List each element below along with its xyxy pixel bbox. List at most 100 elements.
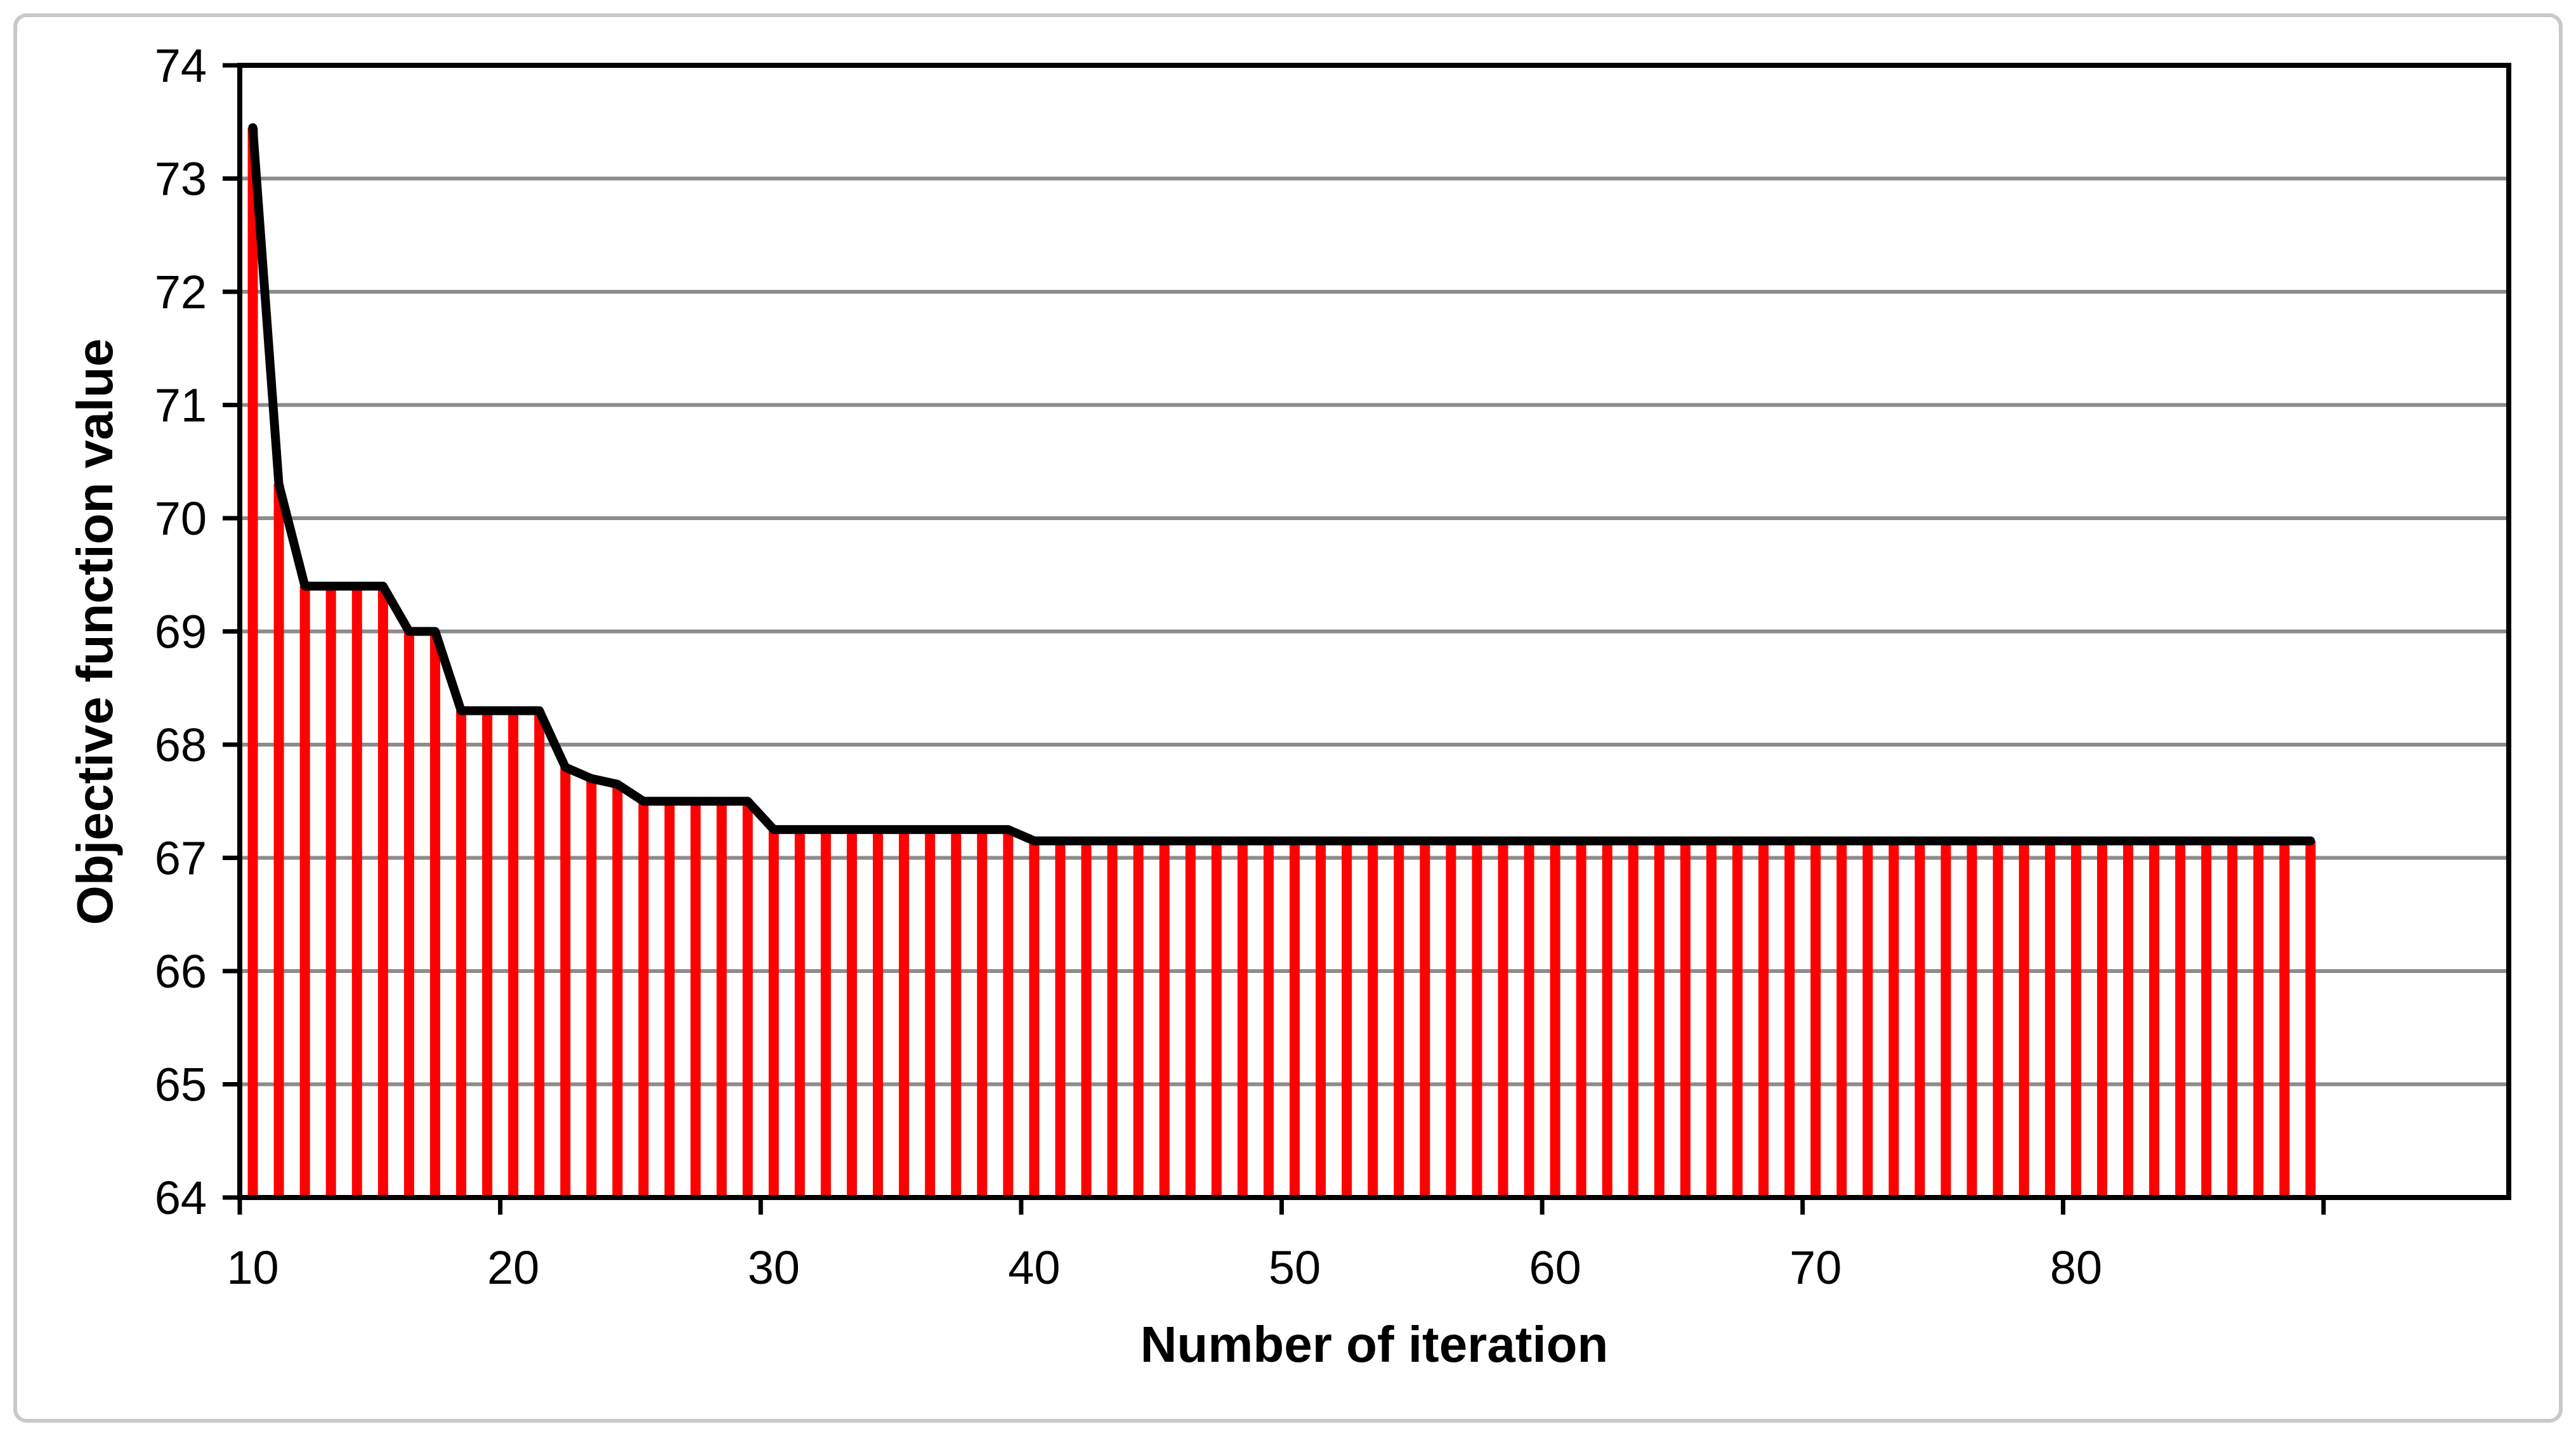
objective-bar xyxy=(377,586,388,1198)
objective-bar xyxy=(1498,840,1508,1198)
objective-bar xyxy=(1810,840,1821,1198)
y-tick-label: 66 xyxy=(155,945,207,998)
objective-bar xyxy=(951,829,962,1198)
objective-bar xyxy=(1602,840,1612,1198)
objective-bar xyxy=(1003,829,1014,1198)
objective-bar xyxy=(1940,840,1951,1198)
objective-bar xyxy=(2305,840,2316,1198)
objective-bar xyxy=(2201,840,2212,1198)
x-tick-label: 50 xyxy=(1269,1241,1321,1294)
objective-bar xyxy=(1237,840,1248,1198)
x-tick-label: 20 xyxy=(487,1241,539,1294)
chart-outer-border xyxy=(13,13,2563,1423)
objective-bar xyxy=(1420,840,1430,1198)
objective-bar xyxy=(820,829,831,1198)
objective-bar xyxy=(1992,840,2003,1198)
objective-bar xyxy=(925,829,936,1198)
objective-bar xyxy=(899,829,910,1198)
objective-bar xyxy=(2279,840,2290,1198)
y-tick-label: 72 xyxy=(155,266,207,318)
objective-bar xyxy=(1107,840,1118,1198)
y-tick-label: 67 xyxy=(155,832,207,885)
objective-bar xyxy=(1446,840,1456,1198)
objective-bar xyxy=(2070,840,2081,1198)
x-tick-label: 10 xyxy=(226,1241,278,1294)
objective-bar xyxy=(1342,840,1352,1198)
objective-bar xyxy=(1263,840,1274,1198)
objective-bar xyxy=(1862,840,1873,1198)
objective-bar xyxy=(977,829,988,1198)
objective-bar xyxy=(612,784,623,1198)
objective-bar xyxy=(690,801,701,1198)
objective-bar xyxy=(2018,840,2029,1198)
objective-bar xyxy=(1680,840,1690,1198)
objective-bar xyxy=(1394,840,1404,1198)
objective-bar xyxy=(2044,840,2055,1198)
objective-bar xyxy=(1524,840,1534,1198)
y-axis-title: Objective function value xyxy=(67,338,123,925)
objective-bar xyxy=(846,829,857,1198)
y-tick-label: 64 xyxy=(155,1172,207,1224)
objective-bar xyxy=(1055,840,1066,1198)
objective-bar xyxy=(273,484,284,1198)
objective-bar xyxy=(1133,840,1144,1198)
y-tick-label: 70 xyxy=(155,492,207,545)
y-tick-label: 71 xyxy=(155,379,207,432)
x-axis-title: Number of iteration xyxy=(1140,1316,1609,1373)
objective-bar xyxy=(1654,840,1664,1198)
objective-bar xyxy=(586,778,597,1198)
objective-bar xyxy=(1732,840,1743,1198)
y-tick-label: 69 xyxy=(155,606,207,658)
objective-bar xyxy=(742,801,753,1198)
x-tick-label: 60 xyxy=(1529,1241,1581,1294)
objective-bar xyxy=(299,586,310,1198)
objective-bar xyxy=(1316,840,1326,1198)
objective-bar xyxy=(1029,840,1040,1198)
y-tick-label: 68 xyxy=(155,719,207,771)
objective-bar xyxy=(1628,840,1638,1198)
x-tick-label: 70 xyxy=(1789,1241,1841,1294)
objective-bar xyxy=(2149,840,2160,1198)
objective-bar xyxy=(482,710,493,1198)
y-tick-label: 65 xyxy=(155,1059,207,1111)
objective-bar xyxy=(2253,840,2264,1198)
objective-bar xyxy=(1185,840,1196,1198)
objective-bar xyxy=(1159,840,1170,1198)
objective-bar xyxy=(638,801,649,1198)
objective-bar xyxy=(1888,840,1899,1198)
y-tick-label: 73 xyxy=(155,153,207,206)
objective-bar xyxy=(1472,840,1482,1198)
objective-bar xyxy=(1576,840,1586,1198)
objective-bar xyxy=(2227,840,2238,1198)
objective-bar xyxy=(351,586,362,1198)
objective-bar xyxy=(403,631,414,1198)
objective-bar xyxy=(1706,840,1717,1198)
objective-bar xyxy=(247,127,258,1198)
objective-bar xyxy=(1784,840,1795,1198)
objective-bar xyxy=(1368,840,1378,1198)
objective-bar xyxy=(1081,840,1092,1198)
objective-bar xyxy=(1966,840,1977,1198)
objective-bar xyxy=(873,829,884,1198)
y-tick-label: 74 xyxy=(155,39,207,92)
objective-bar xyxy=(325,586,336,1198)
objective-bar xyxy=(1758,840,1769,1198)
objective-bar xyxy=(2096,840,2107,1198)
x-tick-label: 30 xyxy=(748,1241,800,1294)
objective-line xyxy=(248,123,2315,845)
objective-bar xyxy=(456,710,467,1198)
objective-bar xyxy=(560,767,571,1198)
objective-bar xyxy=(429,631,440,1198)
objective-bar xyxy=(716,801,727,1198)
objective-bar xyxy=(1836,840,1847,1198)
objective-bar xyxy=(1211,840,1222,1198)
objective-bar xyxy=(534,710,545,1198)
objective-bar xyxy=(794,829,805,1198)
objective-bar xyxy=(768,829,779,1198)
objective-bar xyxy=(1550,840,1560,1198)
objective-bar xyxy=(2175,840,2186,1198)
objective-bar xyxy=(1290,840,1300,1198)
objective-bar xyxy=(664,801,675,1198)
